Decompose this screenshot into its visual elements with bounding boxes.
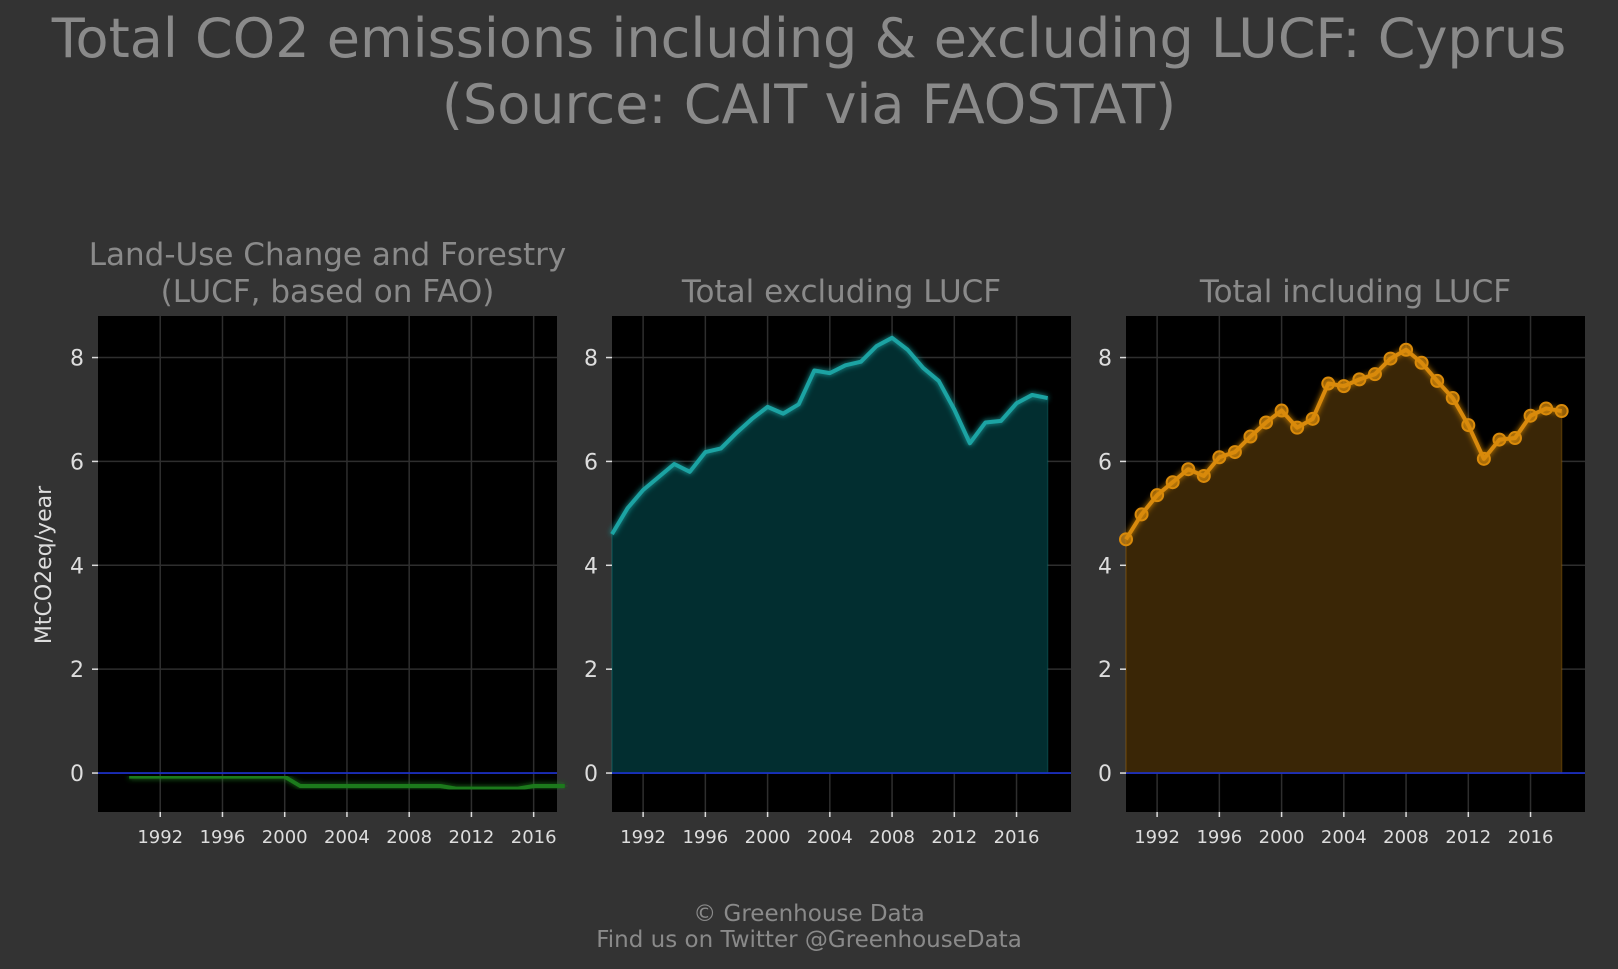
data-point bbox=[1165, 475, 1180, 490]
data-point bbox=[1554, 404, 1569, 419]
chart-panel-1: 0 2 4 6 8 1992 1996 2000 2004 2008 2012 2016 Land-Us… bbox=[70, 237, 566, 848]
y-tick-label: 8 bbox=[584, 347, 598, 372]
plot-area bbox=[98, 316, 557, 812]
data-point bbox=[1523, 408, 1538, 423]
x-tick-label: 2016 bbox=[1508, 827, 1554, 848]
data-point bbox=[1181, 462, 1196, 477]
y-tick-label: 0 bbox=[70, 762, 84, 787]
data-point bbox=[1321, 376, 1336, 391]
y-tick-label: 2 bbox=[70, 658, 84, 683]
panel-title: Total excluding LUCF bbox=[681, 274, 1001, 310]
x-tick-label: 2004 bbox=[324, 827, 370, 848]
data-point bbox=[1336, 379, 1351, 394]
footer-twitter: Find us on Twitter @GreenhouseData bbox=[596, 927, 1022, 953]
data-point bbox=[1430, 373, 1445, 388]
x-tick-label: 2016 bbox=[994, 827, 1040, 848]
data-point bbox=[1227, 445, 1242, 460]
y-tick-label: 8 bbox=[70, 347, 84, 372]
chart-panel-2: 0 2 4 6 8 1992 1996 2000 2004 2008 2012 2016 Total e… bbox=[584, 274, 1071, 848]
x-tick-label: 1992 bbox=[137, 827, 183, 848]
y-tick-label: 4 bbox=[70, 554, 84, 579]
x-tick-label: 1996 bbox=[200, 827, 246, 848]
data-point bbox=[1399, 342, 1414, 357]
chart-panel-3: 0 2 4 6 8 1992 1996 2000 2004 2008 2012 2016 Total i… bbox=[1098, 274, 1585, 848]
footer-copyright: © Greenhouse Data bbox=[693, 901, 925, 927]
data-point bbox=[1150, 488, 1165, 503]
y-tick-label: 4 bbox=[584, 554, 598, 579]
data-point bbox=[1507, 431, 1522, 446]
y-tick-label: 0 bbox=[1098, 762, 1112, 787]
x-tick-label: 2012 bbox=[449, 827, 495, 848]
x-tick-label: 2000 bbox=[745, 827, 791, 848]
panel-title: Land-Use Change and Forestry bbox=[89, 237, 567, 273]
chart-title-line-1: Total CO2 emissions including & excludin… bbox=[51, 7, 1567, 70]
data-point bbox=[1445, 391, 1460, 406]
x-tick-label: 2012 bbox=[1445, 827, 1491, 848]
y-axis-label: MtCO2eq/year bbox=[32, 485, 57, 644]
y-tick-label: 6 bbox=[70, 450, 84, 475]
panel-title: (LUCF, based on FAO) bbox=[161, 274, 495, 310]
data-point bbox=[1476, 451, 1491, 466]
x-tick-label: 1996 bbox=[682, 827, 728, 848]
data-point bbox=[1259, 415, 1274, 430]
data-point bbox=[1352, 372, 1367, 387]
data-point bbox=[1119, 532, 1133, 547]
y-tick-label: 6 bbox=[1098, 450, 1112, 475]
data-point bbox=[1383, 351, 1398, 366]
x-tick-label: 2008 bbox=[386, 827, 432, 848]
x-tick-label: 1996 bbox=[1196, 827, 1242, 848]
x-tick-label: 2000 bbox=[262, 827, 308, 848]
y-tick-label: 6 bbox=[584, 450, 598, 475]
data-point bbox=[1196, 468, 1211, 483]
y-tick-label: 2 bbox=[1098, 658, 1112, 683]
x-tick-label: 1992 bbox=[1134, 827, 1180, 848]
data-point bbox=[1274, 403, 1289, 418]
data-point bbox=[1243, 429, 1258, 444]
x-tick-label: 2004 bbox=[807, 827, 853, 848]
y-tick-label: 4 bbox=[1098, 554, 1112, 579]
data-point bbox=[1414, 355, 1429, 370]
data-point bbox=[1367, 367, 1382, 382]
chart-title-line-2: (Source: CAIT via FAOSTAT) bbox=[441, 73, 1177, 136]
data-point bbox=[1212, 450, 1227, 465]
x-tick-label: 2016 bbox=[511, 827, 557, 848]
data-point bbox=[1134, 507, 1149, 522]
x-tick-label: 1992 bbox=[620, 827, 666, 848]
x-tick-label: 2008 bbox=[1383, 827, 1429, 848]
y-tick-label: 0 bbox=[584, 762, 598, 787]
x-tick-label: 2008 bbox=[869, 827, 915, 848]
x-tick-label: 2004 bbox=[1321, 827, 1367, 848]
data-point bbox=[1461, 418, 1476, 433]
panel-title: Total including LUCF bbox=[1199, 274, 1511, 310]
data-point bbox=[1305, 411, 1320, 426]
data-point bbox=[1492, 432, 1507, 447]
x-tick-label: 2012 bbox=[931, 827, 977, 848]
y-tick-label: 8 bbox=[1098, 347, 1112, 372]
x-tick-label: 2000 bbox=[1259, 827, 1305, 848]
data-point bbox=[1290, 420, 1305, 435]
y-tick-label: 2 bbox=[584, 658, 598, 683]
data-point bbox=[1539, 401, 1554, 416]
